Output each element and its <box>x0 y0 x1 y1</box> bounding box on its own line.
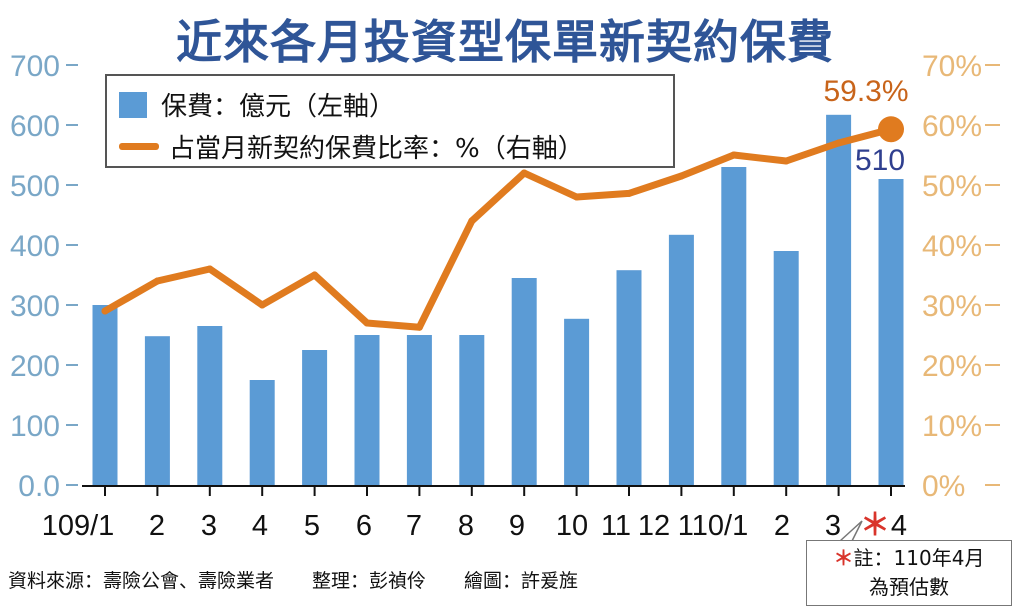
line-point <box>677 172 685 180</box>
line-point <box>206 265 214 273</box>
line-point <box>363 319 371 327</box>
x-axis-tick-label: 2 <box>149 510 165 542</box>
legend-bar-label: 保費：億元（左軸） <box>161 92 396 122</box>
x-axis-tick-label: 8 <box>458 510 474 542</box>
legend: 保費：億元（左軸） 占當月新契約保費比率：%（右軸） <box>105 74 675 168</box>
line-point <box>258 301 266 309</box>
right-axis-tick-label: 20% <box>922 350 982 383</box>
x-axis-tick-label: 3 <box>201 510 217 542</box>
line-end-point <box>878 116 904 143</box>
right-axis-tick-label: 50% <box>922 170 982 203</box>
line-point <box>153 277 161 285</box>
x-axis-tick-label: 11 <box>601 510 631 542</box>
source-credit: 資料來源：壽險公會、壽險業者 整理：彭禎伶 繪圖：許爰旌 <box>8 570 579 592</box>
bar <box>459 335 485 485</box>
bar <box>668 234 694 485</box>
legend-item-bar: 保費：億元（左軸） <box>119 86 395 123</box>
line-series <box>101 125 895 331</box>
left-axis-tick-label: 0.0 <box>18 470 60 503</box>
x-axis-tick-label: 4 <box>891 510 907 542</box>
legend-bar-swatch <box>119 91 147 118</box>
right-axis-tick-label: 70% <box>922 50 982 83</box>
x-axis-tick-label: 12 <box>638 510 670 542</box>
bar <box>511 278 537 485</box>
x-axis-tick-label: 9 <box>509 510 525 542</box>
x-axis-tick-label: 3 <box>825 510 841 542</box>
left-axis-tick-label: 600 <box>10 110 60 143</box>
bar <box>616 270 642 485</box>
line-point <box>573 193 581 201</box>
line-point <box>311 271 319 279</box>
left-axis-tick-label: 200 <box>10 350 60 383</box>
x-axis-tick-label: 110/1 <box>678 510 748 542</box>
note-pointer <box>839 520 863 542</box>
bar <box>302 350 328 485</box>
right-axis-tick-label: 40% <box>922 230 982 263</box>
right-axis-tick-label: 10% <box>922 410 982 443</box>
bar <box>826 114 852 486</box>
bar <box>721 167 747 485</box>
line-point <box>835 139 843 147</box>
note-text-1: 註：110年4月 <box>853 546 985 570</box>
line-point <box>730 151 738 159</box>
line-point <box>101 307 109 315</box>
x-axis-tick-label: 6 <box>356 510 372 542</box>
note-box: ＊註：110年4月 為預估數 <box>806 540 1012 606</box>
x-axis-tick-label: 4 <box>252 510 268 542</box>
x-axis-tick-label: 2 <box>774 510 790 542</box>
left-axis-tick-label: 400 <box>10 230 60 263</box>
x-axis-tick-label: 7 <box>406 510 422 542</box>
right-axis-tick-label: 30% <box>922 290 982 323</box>
last-line-value-label: 59.3% <box>823 75 908 108</box>
last-bar-value-label: 510 <box>855 144 905 177</box>
bar <box>773 251 799 485</box>
x-axis-tick-label: 109/1 <box>42 510 115 542</box>
legend-line-swatch <box>119 143 159 150</box>
chart-title: 近來各月投資型保單新契約保費 <box>176 15 834 69</box>
left-axis-tick-label: 500 <box>10 170 60 203</box>
line-point <box>625 189 633 197</box>
bar <box>564 318 590 485</box>
right-axis-tick-label: 0% <box>922 470 965 503</box>
left-axis-tick-label: 300 <box>10 290 60 323</box>
left-axis-tick-label: 700 <box>10 50 60 83</box>
line-point <box>782 157 790 165</box>
note-asterisk: ＊ <box>833 546 854 570</box>
bar <box>249 380 275 485</box>
note-text-2: 為預估數 <box>869 575 949 599</box>
bar <box>144 336 170 485</box>
x-axis-tick-label: 5 <box>304 510 320 542</box>
bar <box>92 305 118 485</box>
bar <box>197 326 223 485</box>
line-point <box>468 217 476 225</box>
legend-item-line: 占當月新契約保費比率：%（右軸） <box>119 128 584 165</box>
legend-line-label: 占當月新契約保費比率：%（右軸） <box>169 134 584 164</box>
bar <box>354 335 380 485</box>
line-point <box>520 169 528 177</box>
left-axis-tick-label: 100 <box>10 410 60 443</box>
bar <box>878 179 904 485</box>
x-axis-tick-label: 10 <box>556 510 588 542</box>
line-point <box>415 323 423 331</box>
note-line-1: ＊註：110年4月 <box>807 544 1011 573</box>
x-axis-estimate-marker: ＊ <box>860 508 890 543</box>
bar <box>406 335 432 485</box>
right-axis-tick-label: 60% <box>922 110 982 143</box>
